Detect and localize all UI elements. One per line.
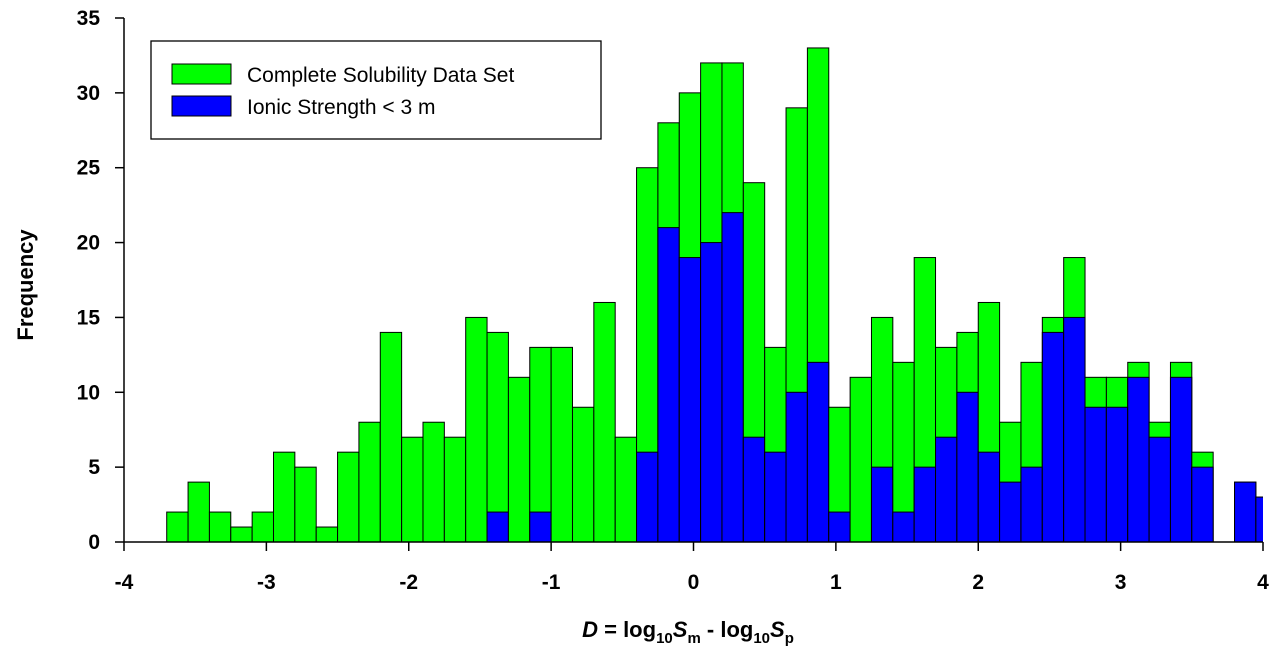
bar-ionic	[1148, 436, 1171, 542]
x-axis-title-sub2: 10	[753, 630, 770, 647]
bar-complete	[443, 436, 467, 542]
bar-complete	[358, 421, 381, 542]
bar-ionic	[870, 466, 894, 542]
bar-complete	[230, 526, 253, 542]
bar-ionic	[529, 511, 552, 542]
bar-ionic	[486, 511, 509, 542]
legend-box	[150, 40, 602, 140]
bar-ionic	[700, 242, 723, 542]
legend-label-ionic: Ionic Strength < 3 m	[247, 96, 436, 119]
x-tick-label: -2	[399, 571, 418, 594]
bar-ionic	[1127, 376, 1150, 542]
bar-ionic	[1084, 406, 1107, 542]
bar-complete	[550, 346, 573, 542]
y-tick-label: 15	[77, 306, 101, 329]
y-tick-label: 10	[77, 381, 100, 404]
bar-ionic	[935, 436, 958, 542]
x-axis-title-variable: D	[582, 617, 598, 642]
bar-ionic	[636, 451, 659, 542]
x-tick-label: 4	[1257, 571, 1269, 594]
bar-ionic	[1105, 406, 1129, 542]
x-axis-title-s1: S	[673, 617, 688, 642]
x-axis-title: D = log10Sm - log10Sp	[582, 617, 794, 647]
bar-ionic	[1041, 331, 1065, 542]
bar-complete	[422, 421, 445, 542]
bar-complete	[593, 301, 616, 542]
bar-ionic	[1191, 466, 1214, 542]
legend-swatch-complete	[171, 63, 232, 85]
y-tick-label: 5	[88, 456, 100, 479]
bar-complete	[507, 376, 531, 542]
x-tick-label: 2	[972, 571, 984, 594]
bar-ionic	[721, 212, 744, 542]
bar-ionic	[742, 436, 766, 542]
bar-complete	[187, 481, 210, 542]
bar-ionic	[956, 391, 979, 542]
bar-complete	[294, 466, 317, 542]
x-tick-label: -1	[542, 571, 561, 594]
bar-ionic	[977, 451, 1001, 542]
bar-ionic	[806, 361, 830, 542]
bar-ionic	[999, 481, 1022, 542]
bar-complete	[614, 436, 638, 542]
bar-complete	[166, 511, 189, 542]
bar-complete	[849, 376, 872, 542]
x-axis-title-minus: - log	[701, 617, 754, 642]
legend: Complete Solubility Data Set Ionic Stren…	[150, 40, 602, 140]
bar-ionic	[678, 257, 702, 542]
bar-complete	[571, 406, 595, 542]
bar-complete	[465, 316, 488, 542]
bar-complete	[486, 331, 509, 542]
x-tick-label: 1	[830, 571, 842, 594]
bar-complete	[208, 511, 232, 542]
bar-ionic	[1234, 481, 1257, 542]
bar-complete	[401, 436, 424, 542]
x-axis-title-s2: S	[770, 617, 785, 642]
x-axis-title-s2sub: p	[785, 630, 794, 647]
tick-labels-layer: -4 -3 -2 -1 0 1 2 3 4 0 5 10 15 20 25 30 35	[77, 7, 1270, 594]
legend-label-complete: Complete Solubility Data Set	[247, 64, 514, 87]
bar-complete	[379, 331, 403, 542]
legend-swatch-ionic	[171, 95, 232, 117]
bar-ionic	[657, 227, 680, 542]
bar-ionic	[913, 466, 937, 542]
bar-ionic	[1169, 376, 1193, 542]
x-axis-title-sub1: 10	[656, 630, 673, 647]
x-axis-title-eq: = log	[598, 617, 656, 642]
x-tick-label: 3	[1115, 571, 1127, 594]
bar-complete	[337, 451, 360, 542]
bar-ionic	[1063, 316, 1086, 542]
bar-ionic	[1020, 466, 1043, 542]
y-tick-label: 25	[77, 157, 101, 180]
bar-complete	[315, 526, 339, 542]
axes-layer	[115, 17, 1264, 551]
x-axis-title-s1sub: m	[687, 630, 700, 647]
bar-ionic	[785, 391, 808, 542]
y-axis-title: Frequency	[13, 229, 38, 341]
x-tick-label: -3	[257, 571, 276, 594]
y-tick-label: 35	[77, 7, 101, 30]
bar-complete	[251, 511, 274, 542]
bar-ionic	[892, 511, 915, 542]
bars-layer	[166, 47, 1263, 542]
y-tick-label: 30	[77, 82, 100, 105]
x-tick-label: 0	[688, 571, 700, 594]
bar-complete	[272, 451, 296, 542]
bar-ionic	[764, 451, 787, 542]
bar-ionic	[828, 511, 851, 542]
y-tick-label: 20	[77, 232, 100, 255]
x-tick-label: -4	[115, 571, 134, 594]
bar-ionic	[1255, 496, 1263, 542]
y-tick-label: 0	[88, 531, 100, 554]
